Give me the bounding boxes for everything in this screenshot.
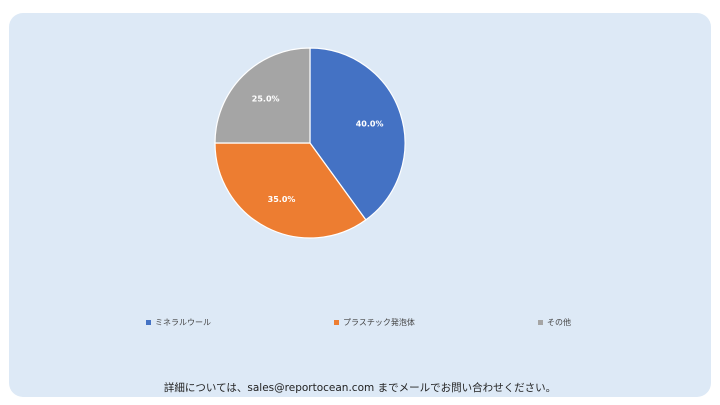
contact-footer: 詳細については、sales@reportocean.com までメールでお問い合… bbox=[163, 382, 557, 394]
legend-item-mineral-wool: ミネラルウール bbox=[146, 317, 211, 328]
data-label-plastic-foam: 35.0% bbox=[268, 195, 296, 204]
data-label-other: 25.0% bbox=[252, 95, 280, 104]
legend-label-other: その他 bbox=[547, 318, 571, 327]
legend-item-other: その他 bbox=[538, 317, 571, 328]
pie-slice-mineral-wool bbox=[309, 47, 406, 221]
pie-slice-plastic-foam bbox=[214, 142, 367, 239]
legend-item-plastic-foam: プラスチック発泡体 bbox=[334, 317, 415, 328]
pie-slices bbox=[214, 47, 406, 239]
legend-label-plastic-foam: プラスチック発泡体 bbox=[343, 318, 415, 327]
legend-label-mineral-wool: ミネラルウール bbox=[155, 318, 211, 327]
pie-data-labels: 40.0% 35.0% 25.0% bbox=[252, 95, 384, 204]
chart-legend: ミネラルウール プラスチック発泡体 その他 bbox=[0, 317, 720, 331]
pie-slice-other bbox=[214, 47, 311, 144]
legend-swatch-plastic-foam bbox=[334, 320, 339, 325]
legend-swatch-mineral-wool bbox=[146, 320, 151, 325]
data-label-mineral-wool: 40.0% bbox=[356, 120, 384, 129]
legend-swatch-other bbox=[538, 320, 543, 325]
